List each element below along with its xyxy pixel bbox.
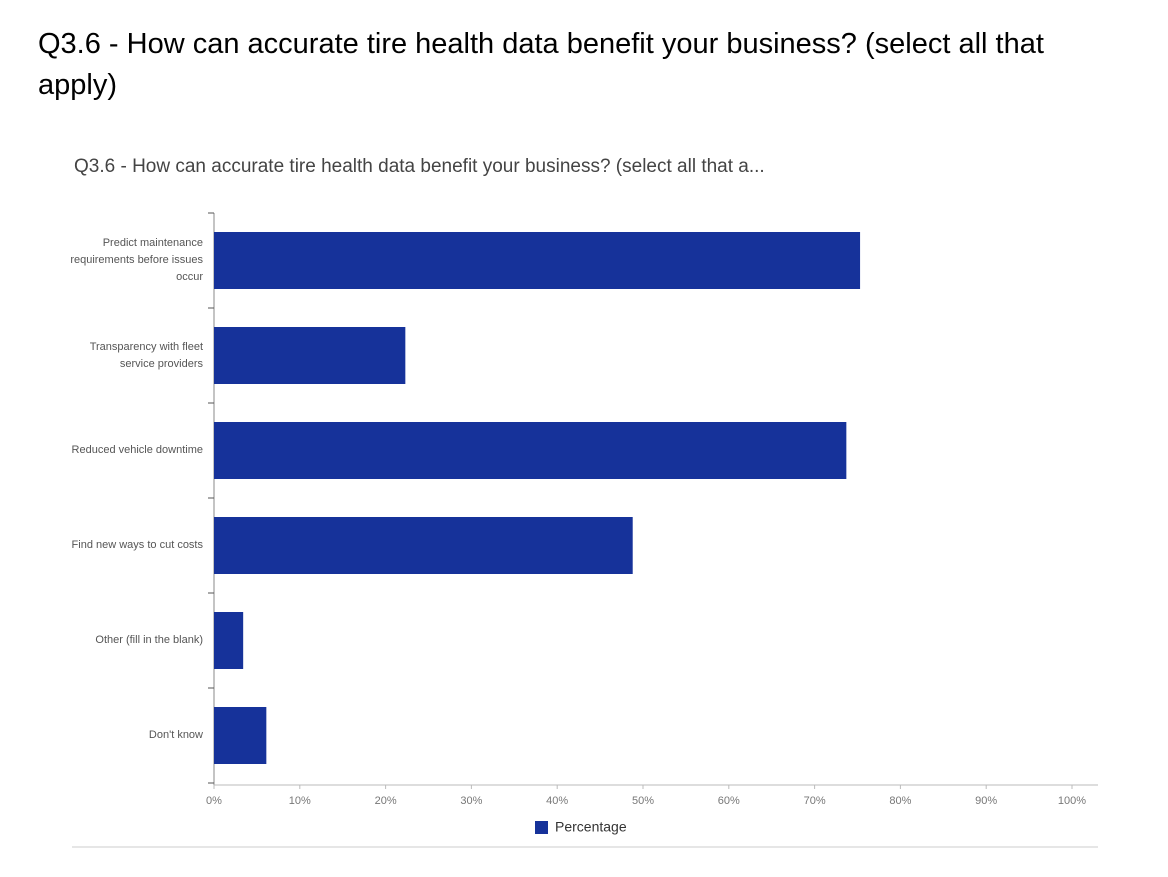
bar (214, 232, 861, 289)
bar (214, 327, 406, 384)
x-tick-label: 80% (889, 795, 911, 807)
bar (214, 422, 847, 479)
x-tick-label: 100% (1058, 795, 1086, 807)
x-tick-label: 70% (804, 795, 826, 807)
legend-label: Percentage (555, 819, 627, 835)
y-tick-label: Don't know (148, 729, 203, 741)
y-tick-label: Predict maintenance requirements before … (70, 237, 203, 283)
x-tick-label: 60% (718, 795, 740, 807)
legend-swatch (535, 821, 548, 834)
x-tick-label: 20% (375, 795, 397, 807)
x-tick-label: 30% (460, 795, 482, 807)
bar (214, 612, 244, 669)
y-tick-label: Find new ways to cut costs (71, 539, 203, 551)
x-tick-label: 40% (546, 795, 568, 807)
bar (214, 707, 267, 764)
x-tick-label: 50% (632, 795, 654, 807)
page-heading: Q3.6 - How can accurate tire health data… (38, 28, 1044, 101)
x-tick-label: 0% (206, 795, 222, 807)
y-tick-label: Transparency with fleet service provider… (89, 340, 203, 370)
x-tick-label: 10% (289, 795, 311, 807)
bar (214, 517, 633, 574)
y-tick-label: Reduced vehicle downtime (71, 444, 203, 456)
chart-title: Q3.6 - How can accurate tire health data… (74, 156, 765, 177)
y-tick-label: Other (fill in the blank) (95, 634, 203, 646)
x-tick-label: 90% (975, 795, 997, 807)
